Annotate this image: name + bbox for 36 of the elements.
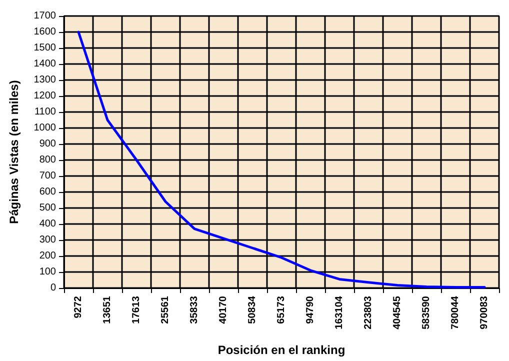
y-tick-label: 1200 — [34, 90, 56, 102]
y-tick-label: 200 — [39, 250, 56, 262]
x-tick-label: 65173 — [276, 296, 287, 324]
x-tick-label: 50834 — [247, 296, 258, 324]
x-tick-label: 9272 — [73, 296, 84, 318]
x-tick-label: 163104 — [334, 296, 345, 330]
x-tick-label: 583590 — [421, 296, 432, 330]
x-tick-label: 17613 — [131, 296, 142, 324]
x-tick-label: 35833 — [189, 296, 200, 324]
y-tick-label: 1100 — [34, 106, 56, 118]
y-tick-label: 0 — [50, 282, 56, 294]
y-tick-label: 1700 — [34, 10, 56, 22]
y-tick-label: 1500 — [34, 42, 56, 54]
y-tick-label: 500 — [39, 202, 56, 214]
y-tick-label: 700 — [39, 170, 56, 182]
y-tick-label: 1400 — [34, 58, 56, 70]
y-axis-title: Páginas Vistas (en miles) — [7, 80, 21, 224]
x-tick-label: 223803 — [363, 296, 374, 330]
line-series — [77, 30, 486, 288]
y-tick-label: 1600 — [34, 26, 56, 38]
x-tick-label: 780044 — [450, 296, 461, 330]
x-axis-title: Posición en el ranking — [218, 343, 346, 357]
y-tick-label: 300 — [39, 234, 56, 246]
x-tick-label: 94790 — [305, 296, 316, 324]
x-tick-label: 970083 — [479, 296, 490, 330]
y-tick-label: 400 — [39, 218, 56, 230]
y-tick-label: 1000 — [34, 122, 56, 134]
y-tick-label: 800 — [39, 154, 56, 166]
y-tick-label: 100 — [39, 266, 56, 278]
x-tick-label: 40170 — [218, 296, 229, 324]
y-tick-label: 1300 — [34, 74, 56, 86]
y-tick-label: 600 — [39, 186, 56, 198]
y-tick-label: 900 — [39, 138, 56, 150]
x-tick-label: 13651 — [102, 296, 113, 324]
x-tick-label: 25561 — [160, 296, 171, 324]
x-tick-label: 404545 — [392, 296, 403, 330]
